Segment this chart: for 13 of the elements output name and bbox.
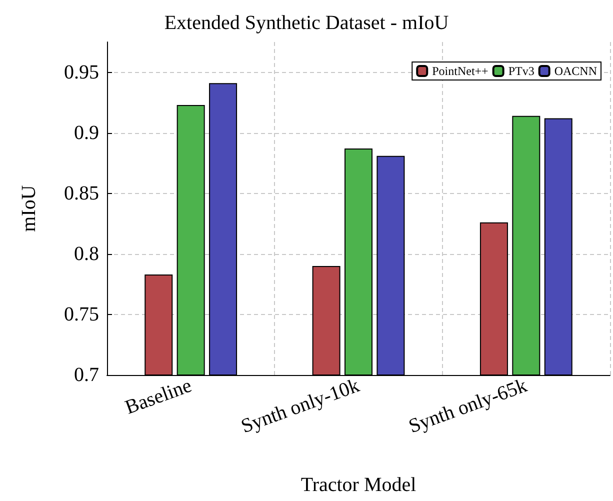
legend-label: OACNN bbox=[554, 64, 598, 78]
legend-label: PointNet++ bbox=[432, 64, 489, 78]
x-tick-label: Baseline bbox=[122, 374, 195, 419]
y-tick-label: 0.7 bbox=[74, 364, 99, 386]
y-axis-title: mIoU bbox=[18, 184, 40, 232]
y-tick-label: 0.85 bbox=[64, 182, 99, 204]
legend-label: PTv3 bbox=[508, 64, 534, 78]
chart-title: Extended Synthetic Dataset - mIoU bbox=[164, 12, 450, 34]
x-axis-title: Tractor Model bbox=[300, 474, 417, 496]
y-tick-label: 0.9 bbox=[74, 122, 99, 144]
y-tick-label: 0.95 bbox=[64, 61, 99, 84]
y-tick-label: 0.8 bbox=[74, 242, 99, 265]
y-tick-label: 0.75 bbox=[64, 303, 99, 326]
